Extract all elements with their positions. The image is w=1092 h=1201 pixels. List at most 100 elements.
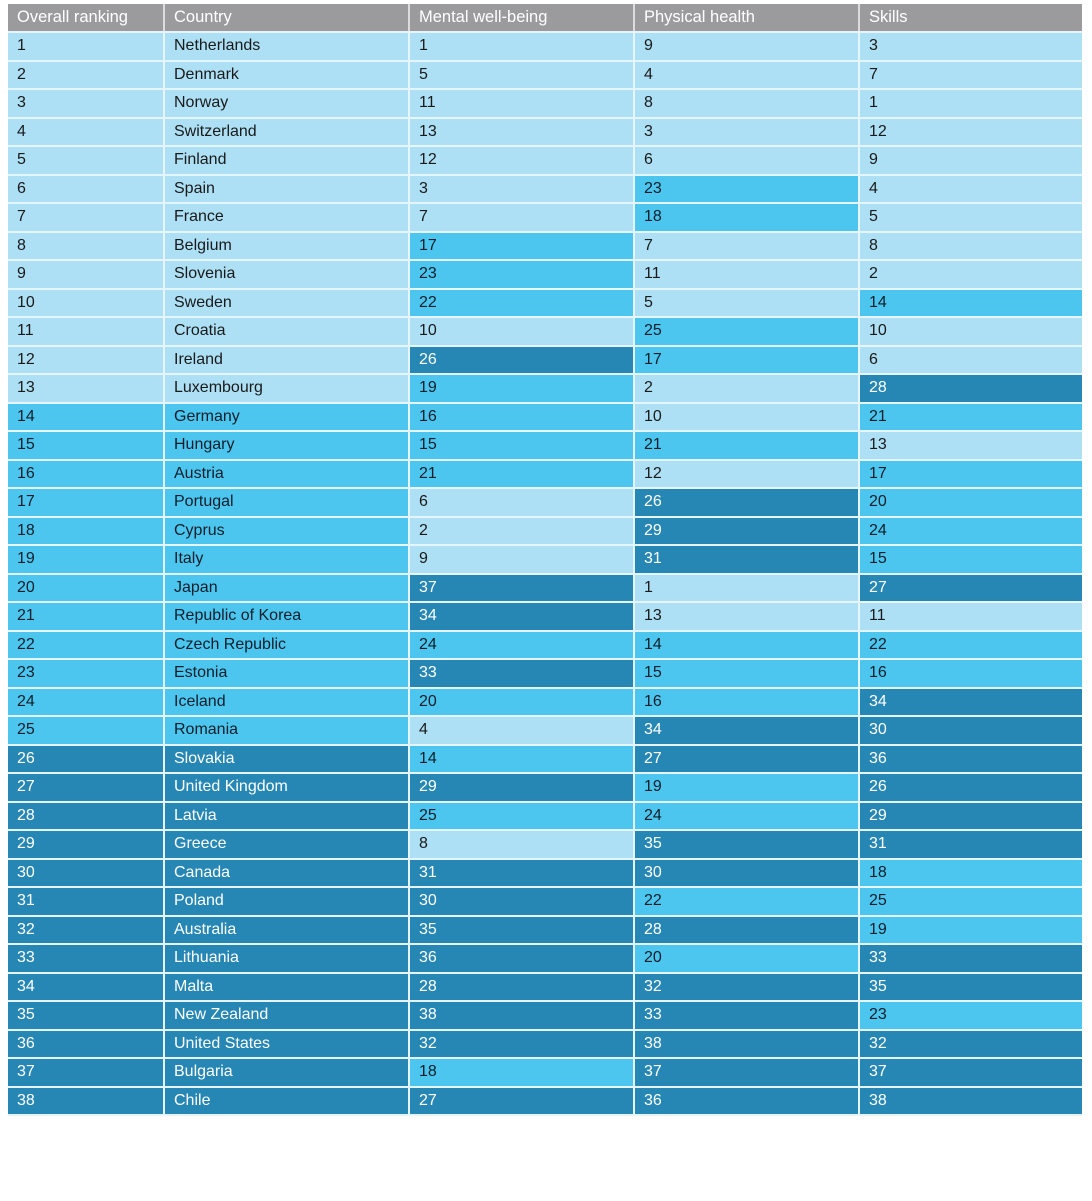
country-cell: Spain [163, 173, 410, 204]
skills-cell: 18 [858, 857, 1082, 888]
header-overall-ranking: Overall ranking [8, 4, 165, 33]
overall-ranking-cell: 9 [8, 259, 165, 290]
skills-cell: 36 [858, 743, 1082, 774]
country-cell: Switzerland [163, 116, 410, 147]
overall-ranking-cell: 26 [8, 743, 165, 774]
header-mental-well-being: Mental well-being [408, 4, 635, 33]
physical-health-cell: 24 [633, 800, 860, 831]
country-cell: Canada [163, 857, 410, 888]
table-body: 1 Netherlands 1 9 3 2 Denmark 5 4 7 3 Norway 11 8 1 4 Sw… [8, 31, 1082, 1116]
skills-cell: 11 [858, 601, 1082, 632]
mental-well-being-cell: 4 [408, 715, 635, 746]
skills-cell: 17 [858, 458, 1082, 489]
mental-well-being-cell: 37 [408, 572, 635, 603]
table-row: 28 Latvia 25 24 29 [8, 800, 1082, 831]
mental-well-being-cell: 14 [408, 743, 635, 774]
table-row: 2 Denmark 5 4 7 [8, 59, 1082, 90]
country-cell: Chile [163, 1085, 410, 1116]
country-cell: Denmark [163, 59, 410, 90]
mental-well-being-cell: 26 [408, 344, 635, 375]
physical-health-cell: 23 [633, 173, 860, 204]
mental-well-being-cell: 3 [408, 173, 635, 204]
country-cell: Austria [163, 458, 410, 489]
skills-cell: 24 [858, 515, 1082, 546]
skills-cell: 26 [858, 772, 1082, 803]
overall-ranking-cell: 30 [8, 857, 165, 888]
physical-health-cell: 22 [633, 886, 860, 917]
country-cell: Hungary [163, 430, 410, 461]
mental-well-being-cell: 25 [408, 800, 635, 831]
table-row: 27 United Kingdom 29 19 26 [8, 772, 1082, 803]
table-row: 25 Romania 4 34 30 [8, 715, 1082, 746]
country-cell: Slovenia [163, 259, 410, 290]
skills-cell: 3 [858, 31, 1082, 62]
overall-ranking-cell: 18 [8, 515, 165, 546]
mental-well-being-cell: 29 [408, 772, 635, 803]
country-cell: Greece [163, 829, 410, 860]
skills-cell: 7 [858, 59, 1082, 90]
mental-well-being-cell: 18 [408, 1057, 635, 1088]
skills-cell: 34 [858, 686, 1082, 717]
overall-ranking-cell: 14 [8, 401, 165, 432]
skills-cell: 10 [858, 316, 1082, 347]
mental-well-being-cell: 35 [408, 914, 635, 945]
mental-well-being-cell: 12 [408, 145, 635, 176]
overall-ranking-cell: 6 [8, 173, 165, 204]
mental-well-being-cell: 2 [408, 515, 635, 546]
overall-ranking-cell: 27 [8, 772, 165, 803]
overall-ranking-cell: 3 [8, 88, 165, 119]
table-row: 23 Estonia 33 15 16 [8, 658, 1082, 689]
skills-cell: 30 [858, 715, 1082, 746]
country-cell: France [163, 202, 410, 233]
overall-ranking-cell: 20 [8, 572, 165, 603]
country-cell: Netherlands [163, 31, 410, 62]
overall-ranking-cell: 13 [8, 373, 165, 404]
skills-cell: 4 [858, 173, 1082, 204]
table-row: 7 France 7 18 5 [8, 202, 1082, 233]
skills-cell: 14 [858, 287, 1082, 318]
physical-health-cell: 4 [633, 59, 860, 90]
physical-health-cell: 38 [633, 1028, 860, 1059]
overall-ranking-cell: 5 [8, 145, 165, 176]
header-row: Overall ranking Country Mental well-bein… [8, 4, 1082, 33]
physical-health-cell: 5 [633, 287, 860, 318]
physical-health-cell: 18 [633, 202, 860, 233]
skills-cell: 31 [858, 829, 1082, 860]
mental-well-being-cell: 30 [408, 886, 635, 917]
country-cell: Finland [163, 145, 410, 176]
country-cell: Italy [163, 544, 410, 575]
mental-well-being-cell: 31 [408, 857, 635, 888]
physical-health-cell: 15 [633, 658, 860, 689]
table-row: 31 Poland 30 22 25 [8, 886, 1082, 917]
mental-well-being-cell: 36 [408, 943, 635, 974]
mental-well-being-cell: 21 [408, 458, 635, 489]
mental-well-being-cell: 19 [408, 373, 635, 404]
mental-well-being-cell: 33 [408, 658, 635, 689]
physical-health-cell: 13 [633, 601, 860, 632]
overall-ranking-cell: 19 [8, 544, 165, 575]
table-row: 13 Luxembourg 19 2 28 [8, 373, 1082, 404]
mental-well-being-cell: 5 [408, 59, 635, 90]
mental-well-being-cell: 8 [408, 829, 635, 860]
skills-cell: 15 [858, 544, 1082, 575]
table-row: 38 Chile 27 36 38 [8, 1085, 1082, 1116]
skills-cell: 19 [858, 914, 1082, 945]
overall-ranking-cell: 2 [8, 59, 165, 90]
physical-health-cell: 31 [633, 544, 860, 575]
mental-well-being-cell: 7 [408, 202, 635, 233]
table-row: 9 Slovenia 23 11 2 [8, 259, 1082, 290]
overall-ranking-cell: 31 [8, 886, 165, 917]
table-row: 32 Australia 35 28 19 [8, 914, 1082, 945]
table-row: 22 Czech Republic 24 14 22 [8, 629, 1082, 660]
header-country: Country [163, 4, 410, 33]
physical-health-cell: 25 [633, 316, 860, 347]
country-cell: Sweden [163, 287, 410, 318]
header-physical-health: Physical health [633, 4, 860, 33]
table-row: 6 Spain 3 23 4 [8, 173, 1082, 204]
table-row: 26 Slovakia 14 27 36 [8, 743, 1082, 774]
physical-health-cell: 27 [633, 743, 860, 774]
physical-health-cell: 36 [633, 1085, 860, 1116]
skills-cell: 23 [858, 1000, 1082, 1031]
skills-cell: 8 [858, 230, 1082, 261]
overall-ranking-cell: 34 [8, 971, 165, 1002]
